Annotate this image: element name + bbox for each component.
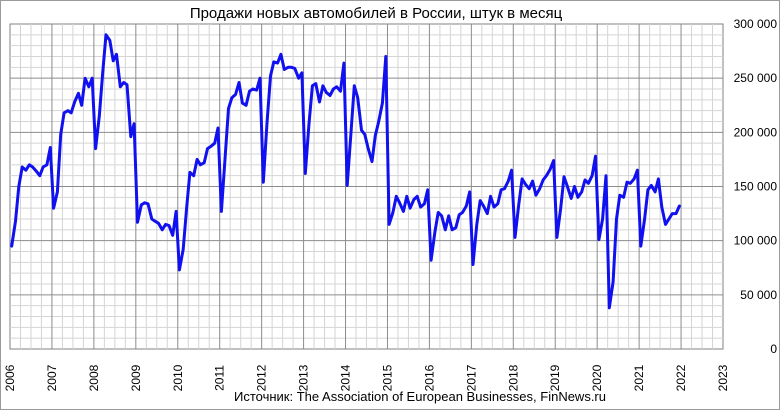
sales-series-line: [10, 33, 681, 310]
x-tick-label: 2019: [548, 364, 562, 391]
y-tick-label: 50 000: [740, 288, 777, 302]
x-tick-label: 2012: [255, 364, 269, 391]
x-tick-label: 2011: [213, 365, 227, 391]
x-tick-label: 2007: [45, 364, 59, 391]
x-tick-label: 2014: [339, 364, 353, 391]
x-tick-label: 2010: [171, 364, 185, 391]
x-tick-label: 2018: [506, 364, 520, 391]
y-tick-label: 200 000: [734, 125, 778, 139]
x-tick-label: 2009: [129, 364, 143, 391]
x-tick-label: 2006: [3, 364, 17, 391]
series-layer: [10, 33, 681, 310]
x-tick-label: 2008: [87, 364, 101, 391]
x-tick-label: 2021: [632, 364, 646, 391]
x-tick-label: 2013: [297, 364, 311, 391]
y-tick-label: 0: [770, 342, 777, 356]
chart-title: Продажи новых автомобилей в России, штук…: [190, 5, 563, 22]
x-tick-label: 2022: [674, 364, 688, 391]
y-tick-label: 100 000: [734, 234, 778, 248]
x-tick-label: 2015: [380, 364, 394, 391]
y-tick-label: 300 000: [734, 17, 778, 31]
y-axis-ticks: 0 50 000 100 000 150 000 200 000 250 000 300 0…: [734, 17, 778, 356]
y-tick-label: 150 000: [734, 180, 778, 194]
x-tick-label: 2016: [422, 364, 436, 391]
x-tick-label: 2023: [716, 364, 730, 391]
x-tick-label: 2020: [590, 364, 604, 391]
x-axis-ticks: 2006 2007 2008 2009 2010 2011 2012 2013 2014 2015…: [3, 364, 730, 391]
source-note: Источник: The Association of European Bu…: [234, 389, 606, 404]
y-tick-label: 250 000: [734, 71, 778, 85]
x-tick-label: 2017: [464, 364, 478, 391]
